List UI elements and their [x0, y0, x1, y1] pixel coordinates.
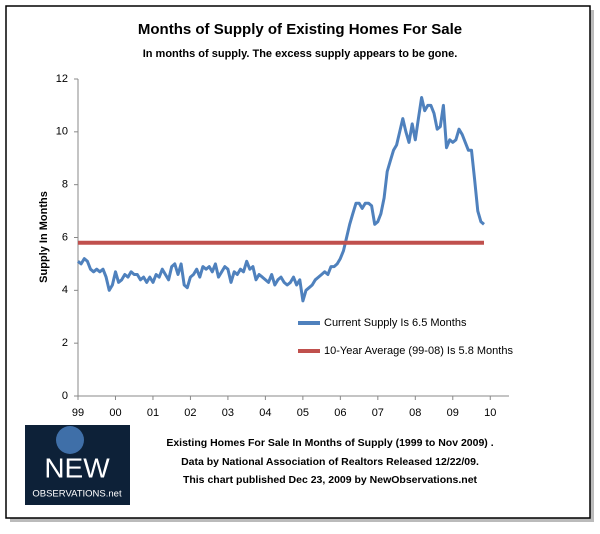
y-tick-label: 6: [62, 231, 68, 243]
x-tick-label: 06: [334, 407, 346, 419]
y-tick-label: 4: [62, 284, 68, 296]
x-tick-label: 03: [222, 407, 234, 419]
x-tick-label: 04: [259, 407, 271, 419]
chart-subtitle: In months of supply. The excess supply a…: [143, 48, 458, 60]
x-tick-label: 10: [484, 407, 496, 419]
footer-line: This chart published Dec 23, 2009 by New…: [183, 474, 478, 486]
y-axis-label: Supply In Months: [38, 191, 50, 283]
footer-line: Data by National Association of Realtors…: [181, 456, 479, 468]
y-tick-label: 2: [62, 337, 68, 349]
logo-text: OBSERVATIONS.net: [32, 489, 122, 500]
logo-text: NEW: [44, 452, 110, 483]
logo-graphic: [56, 426, 84, 454]
logo: NEW OBSERVATIONS.net: [25, 425, 130, 505]
x-tick-label: 02: [184, 407, 196, 419]
legend-label: Current Supply Is 6.5 Months: [324, 317, 467, 329]
x-tick-label: 07: [372, 407, 384, 419]
x-tick-label: 05: [297, 407, 309, 419]
y-tick-label: 10: [56, 126, 68, 138]
y-tick-label: 0: [62, 390, 68, 402]
footer-line: Existing Homes For Sale In Months of Sup…: [166, 437, 493, 449]
x-tick-label: 99: [72, 407, 84, 419]
x-tick-label: 00: [109, 407, 121, 419]
y-tick-label: 12: [56, 73, 68, 85]
chart-title: Months of Supply of Existing Homes For S…: [138, 21, 462, 38]
x-tick-label: 08: [409, 407, 421, 419]
x-tick-label: 09: [447, 407, 459, 419]
data-line: [77, 96, 485, 303]
x-tick-label: 01: [147, 407, 159, 419]
legend-label: 10-Year Average (99-08) Is 5.8 Months: [324, 345, 513, 357]
y-tick-label: 8: [62, 179, 68, 191]
